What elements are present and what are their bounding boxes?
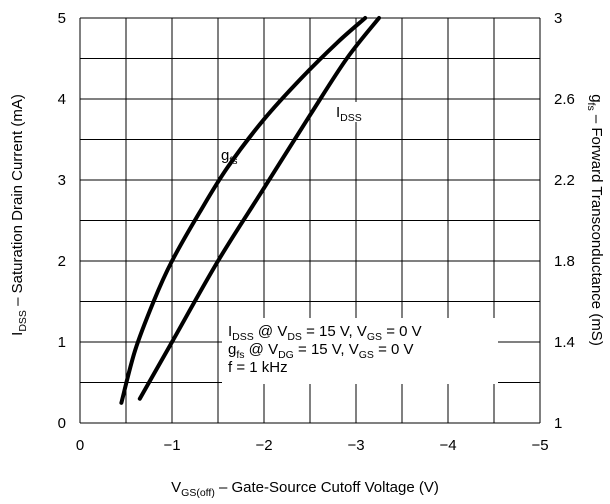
x-tick-label: −3 [347, 437, 364, 454]
series-line-gfs [119, 16, 368, 405]
y-right-tick-label: 1.4 [554, 334, 575, 351]
x-tick-label: −5 [531, 437, 548, 454]
y-right-tick-label: 2.6 [554, 91, 575, 108]
series-line-idss [137, 16, 381, 401]
series-label-idss-background [333, 102, 375, 122]
y-right-tick-label: 1 [554, 415, 562, 432]
series-label-gfs: gfs [221, 147, 238, 167]
y-left-tick-label: 4 [58, 91, 66, 108]
tick-labels: 0 −1 −2 −3 −4 −5 0 1 2 3 4 5 1 1.4 1.8 2.2 2.6 3 [58, 10, 575, 454]
y-left-tick-label: 3 [58, 172, 66, 189]
curves [119, 16, 381, 405]
series-label-idss: IDSS [336, 104, 362, 124]
y-right-tick-label: 2.2 [554, 172, 575, 189]
x-tick-label: −4 [439, 437, 456, 454]
y-left-tick-label: 1 [58, 334, 66, 351]
y-left-axis-label: IDSS – Saturation Drain Current (mA) [9, 94, 29, 336]
annotation-line: IDSS @ VDS = 15 V, VGS = 0 V [228, 323, 422, 343]
x-axis-label: VGS(off) – Gate-Source Cutoff Voltage (V… [171, 479, 439, 499]
x-tick-label: 0 [76, 437, 84, 454]
x-tick-label: −1 [163, 437, 180, 454]
annotation-line: f = 1 kHz [228, 359, 288, 376]
y-left-tick-label: 5 [58, 10, 66, 27]
x-tick-label: −2 [255, 437, 272, 454]
annotation-line: gfs @ VDG = 15 V, VGS = 0 V [228, 341, 414, 361]
annotation-background [222, 318, 498, 384]
y-left-tick-label: 0 [58, 415, 66, 432]
y-right-axis-label: gfs – Forward Transconductance (mS) [585, 94, 605, 346]
y-right-tick-label: 3 [554, 10, 562, 27]
y-right-tick-label: 1.8 [554, 253, 575, 270]
grid [79, 17, 541, 424]
y-left-tick-label: 2 [58, 253, 66, 270]
